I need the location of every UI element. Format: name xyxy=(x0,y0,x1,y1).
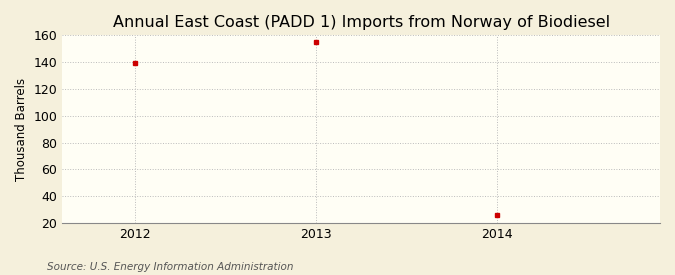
Y-axis label: Thousand Barrels: Thousand Barrels xyxy=(15,78,28,181)
Title: Annual East Coast (PADD 1) Imports from Norway of Biodiesel: Annual East Coast (PADD 1) Imports from … xyxy=(113,15,610,30)
Text: Source: U.S. Energy Information Administration: Source: U.S. Energy Information Administ… xyxy=(47,262,294,272)
